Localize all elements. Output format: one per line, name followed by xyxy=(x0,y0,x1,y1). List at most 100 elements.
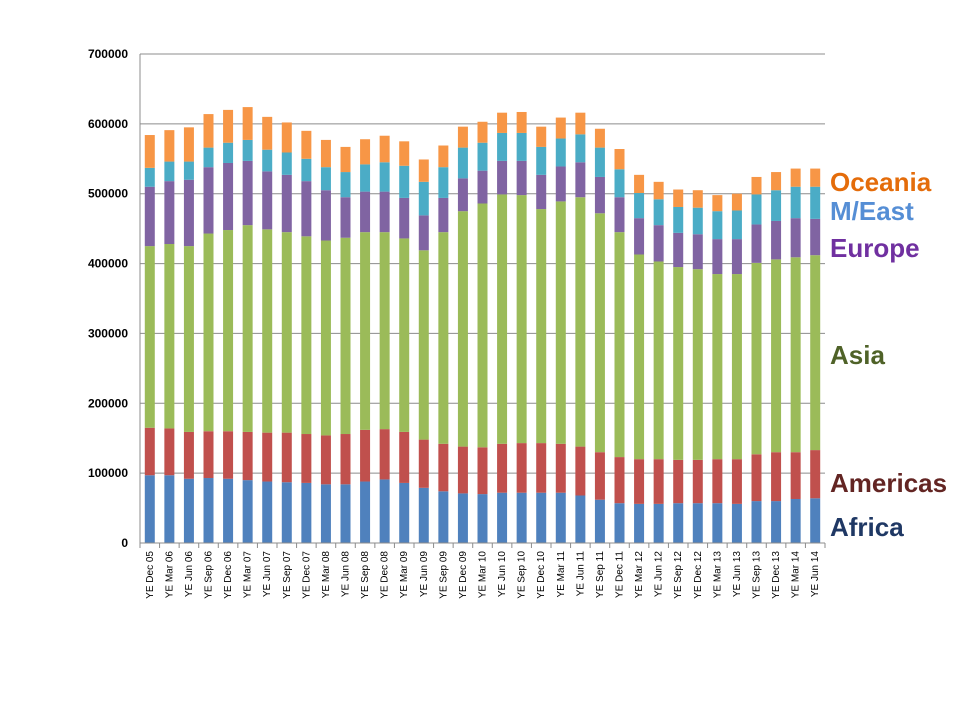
x-tick-label: YE Mar 11 xyxy=(556,551,567,598)
y-axis-ticks: 0 100000 200000 300000 400000 500000 600000 700… xyxy=(88,47,128,550)
x-axis-ticks: YE Dec 05 YE Mar 06 YE Jun 06 YE Sep 06 YE D… xyxy=(145,551,821,599)
bar-m-east xyxy=(692,207,703,235)
bar-m-east xyxy=(360,164,371,192)
bar-m-east xyxy=(457,147,468,179)
bar-americas xyxy=(320,435,331,485)
x-tick-label: YE Dec 11 xyxy=(615,551,626,598)
bar-americas xyxy=(575,446,586,496)
bar-africa xyxy=(164,475,175,543)
x-tick-label: YE Jun 09 xyxy=(419,551,430,598)
bar-africa xyxy=(223,478,234,543)
bar-europe xyxy=(418,215,429,251)
x-tick-label: YE Mar 14 xyxy=(791,551,802,599)
bar-asia xyxy=(262,229,273,433)
x-tick-label: YE Sep 10 xyxy=(517,551,528,599)
bar-oceania xyxy=(438,145,449,168)
bar-americas xyxy=(203,431,214,479)
x-tick-label: YE Dec 10 xyxy=(536,551,547,599)
bar-asia xyxy=(340,237,351,435)
legend-label-oceania: Oceania xyxy=(830,167,932,197)
bar-asia xyxy=(203,233,214,432)
bar-oceania xyxy=(790,168,801,187)
x-tick-label: YE Sep 08 xyxy=(360,551,371,599)
bar-oceania xyxy=(497,112,508,133)
bar-americas xyxy=(223,431,234,479)
x-tick-label: YE Mar 10 xyxy=(478,551,489,599)
bar-africa xyxy=(653,503,664,543)
bar-asia xyxy=(164,244,175,429)
bar-oceania xyxy=(614,149,625,170)
bar-europe xyxy=(262,171,273,230)
bar-europe xyxy=(731,239,742,275)
bar-africa xyxy=(340,484,351,543)
bar-oceania xyxy=(183,127,194,162)
bar-asia xyxy=(653,261,664,460)
bar-europe xyxy=(183,179,194,247)
bar-europe xyxy=(712,239,723,275)
bar-oceania xyxy=(281,122,292,153)
bar-africa xyxy=(575,495,586,543)
bar-m-east xyxy=(477,142,488,171)
bar-europe xyxy=(614,197,625,233)
bar-oceania xyxy=(477,121,488,143)
bar-m-east xyxy=(144,167,155,187)
bar-americas xyxy=(673,459,684,504)
legend-label-asia: Asia xyxy=(830,340,885,370)
bar-asia xyxy=(771,259,782,453)
bar-europe xyxy=(399,197,410,239)
bar-africa xyxy=(497,492,508,543)
x-tick-label: YE Dec 07 xyxy=(301,551,312,599)
x-tick-label: YE Sep 09 xyxy=(438,551,449,599)
bar-oceania xyxy=(223,109,234,143)
bar-asia xyxy=(281,232,292,433)
x-tick-label: YE Sep 06 xyxy=(204,551,215,599)
bar-americas xyxy=(262,432,273,482)
bar-m-east xyxy=(731,210,742,240)
bar-asia xyxy=(360,232,371,430)
bar-africa xyxy=(438,491,449,543)
bar-asia xyxy=(457,211,468,447)
bar-asia xyxy=(790,257,801,453)
y-tick-label: 300000 xyxy=(88,326,128,340)
bar-americas xyxy=(594,452,605,500)
bar-asia xyxy=(810,255,821,451)
x-tick-label: YE Sep 13 xyxy=(752,551,763,599)
bar-m-east xyxy=(183,161,194,180)
y-tick-label: 0 xyxy=(121,536,128,550)
bar-oceania xyxy=(771,172,782,191)
bar-asia xyxy=(555,201,566,444)
bar-europe xyxy=(281,174,292,233)
bar-oceania xyxy=(203,114,214,148)
bar-oceania xyxy=(379,135,390,163)
bar-oceania xyxy=(555,117,566,139)
bar-americas xyxy=(477,447,488,495)
bar-africa xyxy=(379,479,390,543)
bar-europe xyxy=(144,186,155,247)
x-tick-label: YE Dec 06 xyxy=(223,551,234,599)
bar-m-east xyxy=(771,190,782,221)
bar-oceania xyxy=(751,176,762,195)
bar-europe xyxy=(536,174,547,210)
x-tick-label: YE Mar 08 xyxy=(321,551,332,599)
bar-m-east xyxy=(438,167,449,198)
bar-oceania xyxy=(360,139,371,165)
bar-europe xyxy=(790,218,801,258)
bar-africa xyxy=(810,498,821,543)
x-tick-label: YE Sep 11 xyxy=(595,551,606,599)
bar-europe xyxy=(320,190,331,241)
bar-m-east xyxy=(320,167,331,191)
legend-label-americas: Americas xyxy=(830,468,948,498)
bar-oceania xyxy=(634,174,645,194)
bars xyxy=(144,107,821,543)
bar-oceania xyxy=(516,111,527,133)
bar-m-east xyxy=(653,199,664,226)
bar-oceania xyxy=(731,193,742,211)
bar-americas xyxy=(731,459,742,504)
bar-oceania xyxy=(242,107,253,140)
x-tick-label: YE Mar 07 xyxy=(243,551,254,599)
bar-oceania xyxy=(399,141,410,166)
bar-europe xyxy=(340,197,351,238)
bar-oceania xyxy=(673,189,684,207)
y-tick-label: 200000 xyxy=(88,396,128,410)
bar-m-east xyxy=(340,172,351,198)
